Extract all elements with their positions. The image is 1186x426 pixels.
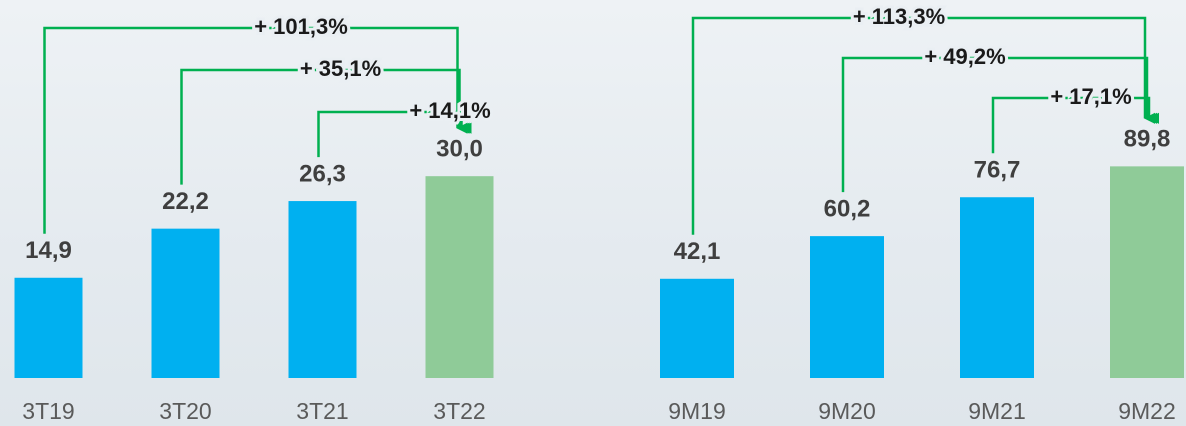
bar (152, 229, 220, 378)
value-label: 42,1 (674, 238, 721, 265)
x-tick-label: 9M21 (968, 398, 1026, 424)
bar (426, 176, 494, 378)
value-label: 26,3 (299, 160, 346, 187)
growth-annotation: + 17,1% (1050, 84, 1131, 109)
x-tick-label: 3T22 (433, 398, 485, 424)
bar (289, 201, 357, 378)
value-label: 89,8 (1124, 126, 1171, 153)
x-tick-label: 3T21 (296, 398, 348, 424)
bar (810, 236, 884, 378)
growth-annotation: + 35,1% (300, 56, 381, 81)
chart: 14,9 3T19 22,2 3T20 26,3 3T21 30,0 3T22 + 101,3%… (0, 0, 1186, 426)
growth-connector (693, 18, 1145, 235)
growth-annotation: + 101,3% (254, 14, 348, 39)
growth-connector (45, 28, 458, 234)
value-label: 76,7 (974, 157, 1021, 184)
bar (660, 279, 734, 378)
x-tick-label: 9M19 (668, 398, 726, 424)
bar (15, 278, 83, 378)
x-tick-label: 3T19 (22, 398, 74, 424)
bar (1110, 166, 1184, 378)
x-tick-label: 3T20 (159, 398, 211, 424)
bar (960, 197, 1034, 378)
value-label: 30,0 (436, 136, 483, 163)
x-tick-label: 9M22 (1118, 398, 1176, 424)
value-label: 60,2 (824, 195, 871, 222)
growth-annotation: + 49,2% (924, 44, 1005, 69)
growth-annotation: + 14,1% (409, 98, 490, 123)
x-tick-label: 9M20 (818, 398, 876, 424)
value-label: 14,9 (25, 237, 72, 264)
growth-annotation: + 113,3% (853, 4, 945, 29)
value-label: 22,2 (162, 188, 209, 215)
